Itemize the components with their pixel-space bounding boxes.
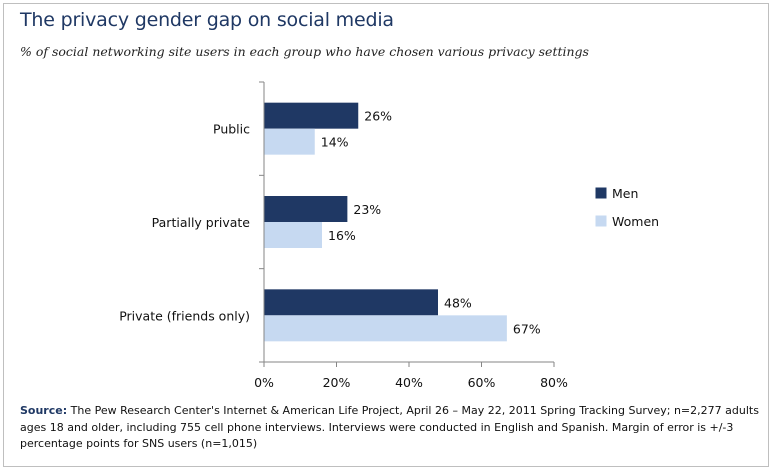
category-label: Public <box>213 122 250 137</box>
data-label: 16% <box>328 228 356 243</box>
data-label: 26% <box>364 109 392 124</box>
x-tick-label: 40% <box>395 375 423 390</box>
data-label: 14% <box>321 135 349 150</box>
bar-women-0 <box>264 128 315 155</box>
category-label: Partially private <box>152 215 251 230</box>
bar-chart: 26% 14% Public 23% 16% Partially private 48% 67… <box>119 81 659 390</box>
chart-frame <box>3 3 769 467</box>
x-tick-label: 80% <box>540 375 568 390</box>
legend-swatch-women <box>595 215 607 227</box>
source-note: Source: The Pew Research Center's Intern… <box>20 403 760 453</box>
bar-men-2 <box>264 289 438 316</box>
data-label: 48% <box>444 295 472 310</box>
x-tick-label: 60% <box>468 375 496 390</box>
x-tick-label: 20% <box>323 375 351 390</box>
bar-men-0 <box>264 102 359 129</box>
legend-label-women: Women <box>612 214 659 229</box>
bar-women-2 <box>264 315 507 342</box>
source-label: Source: <box>20 404 68 417</box>
data-label: 23% <box>353 202 381 217</box>
data-label: 67% <box>513 321 541 336</box>
source-text: The Pew Research Center's Internet & Ame… <box>20 404 759 450</box>
bar-women-1 <box>264 222 322 248</box>
x-tick-label: 0% <box>254 375 274 390</box>
bar-men-1 <box>264 196 348 222</box>
category-label: Private (friends only) <box>119 308 250 323</box>
chart-title: The privacy gender gap on social media <box>20 9 394 31</box>
chart-subtitle: % of social networking site users in eac… <box>20 44 589 59</box>
legend-swatch-men <box>595 187 607 199</box>
legend-label-men: Men <box>612 186 638 201</box>
